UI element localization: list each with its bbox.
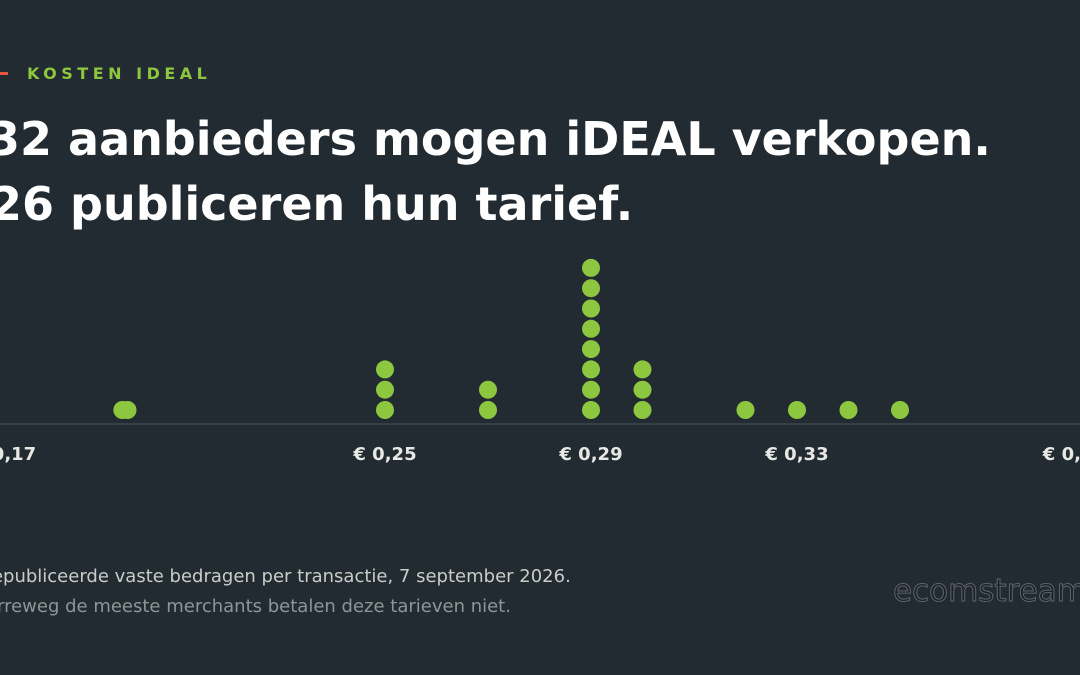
logo: ecomstream bbox=[893, 573, 1080, 609]
note: Verreweg de meeste merchants betalen dez… bbox=[0, 596, 511, 617]
dot bbox=[633, 360, 652, 379]
dot bbox=[582, 401, 600, 419]
x-tick-label: € 0,25 bbox=[352, 444, 416, 465]
kicker: KOSTEN IDEAL bbox=[27, 64, 211, 83]
dot bbox=[582, 279, 600, 298]
dot bbox=[376, 380, 394, 399]
dot bbox=[479, 401, 497, 419]
dot bbox=[839, 401, 858, 419]
dot bbox=[479, 380, 497, 399]
note: Gepubliceerde vaste bedragen per transac… bbox=[0, 566, 571, 587]
x-tick-label: € 0,17 bbox=[0, 444, 36, 465]
kicker-dash bbox=[0, 72, 8, 75]
x-tick-label: € 0,39 bbox=[1042, 444, 1080, 465]
dot bbox=[633, 401, 652, 419]
dot bbox=[582, 319, 600, 338]
title-line: 32 aanbieders mogen iDEAL verkopen. bbox=[0, 112, 991, 166]
dot bbox=[376, 401, 394, 419]
dot bbox=[582, 360, 600, 379]
dot bbox=[376, 360, 394, 379]
dot bbox=[118, 401, 137, 419]
dot bbox=[788, 401, 806, 419]
dot bbox=[582, 340, 600, 359]
title-line: 26 publiceren hun tarief. bbox=[0, 177, 633, 231]
dot bbox=[633, 380, 652, 399]
dot bbox=[891, 401, 909, 419]
x-tick-label: € 0,33 bbox=[764, 444, 828, 465]
dot bbox=[582, 258, 600, 277]
dot bbox=[582, 380, 600, 399]
dot bbox=[736, 401, 755, 419]
dot bbox=[582, 299, 600, 318]
x-tick-label: € 0,29 bbox=[558, 444, 622, 465]
